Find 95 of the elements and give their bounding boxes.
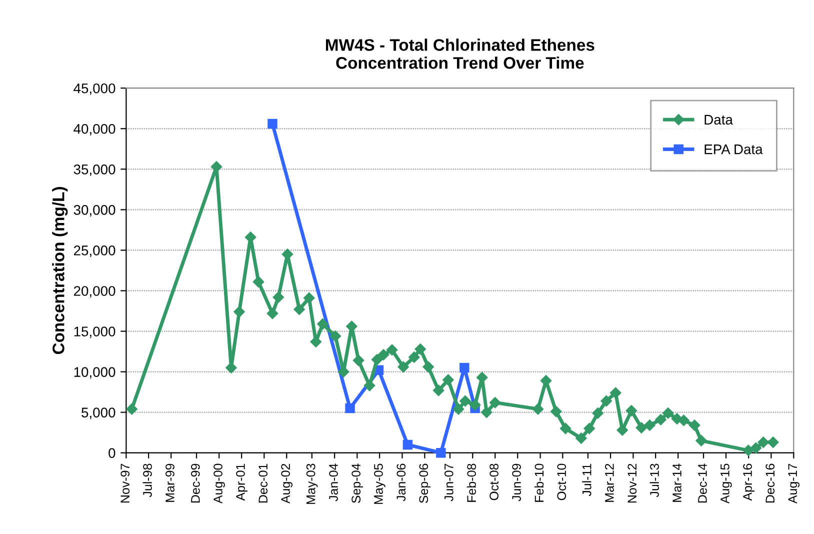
y-tick-label: 0 bbox=[108, 448, 116, 458]
point bbox=[460, 362, 470, 373]
point bbox=[330, 330, 342, 342]
point bbox=[576, 432, 587, 444]
point bbox=[560, 422, 572, 434]
point bbox=[432, 384, 444, 396]
x-tick-label: Aug-15 bbox=[720, 464, 732, 504]
x-tick-label: Sep-06 bbox=[419, 464, 431, 503]
x-tick-label: Apr-01 bbox=[236, 464, 248, 501]
point bbox=[742, 444, 754, 456]
point bbox=[768, 436, 779, 448]
point bbox=[386, 344, 398, 356]
x-tick-label: Sep-04 bbox=[352, 464, 363, 503]
x-tick-label: Aug-02 bbox=[281, 464, 292, 504]
point bbox=[750, 442, 762, 454]
point bbox=[436, 448, 446, 458]
x-tick-label: Jul-98 bbox=[142, 464, 152, 498]
x-tick-label: Jul-11 bbox=[582, 464, 592, 496]
y-tick-label: 25,000 bbox=[74, 246, 116, 258]
point bbox=[398, 361, 409, 373]
x-tick-label: Nov-97 bbox=[120, 464, 130, 503]
point bbox=[662, 408, 674, 419]
x-tick-label: Jul-13 bbox=[650, 464, 659, 498]
point bbox=[294, 304, 305, 315]
y-tick-label: 20,000 bbox=[74, 286, 116, 298]
x-tick-label: Jan-06 bbox=[396, 464, 406, 502]
x-tick-label: Oct-08 bbox=[490, 464, 498, 500]
y-axis-title: Concentration (mg/L) bbox=[52, 187, 68, 354]
point bbox=[226, 362, 237, 374]
y-tick-label: 15,000 bbox=[74, 326, 116, 338]
y-tick-label: 10,000 bbox=[74, 367, 116, 379]
x-tick-label: Aug-17 bbox=[788, 464, 800, 504]
x-tick-label: Jan-04 bbox=[329, 464, 338, 502]
y-tick-label: 30,000 bbox=[74, 205, 116, 216]
y-tick-label: 40,000 bbox=[74, 124, 116, 136]
point bbox=[352, 354, 364, 366]
point bbox=[317, 318, 328, 330]
x-tick-label: Feb-08 bbox=[466, 464, 476, 502]
x-tick-label: Jun-09 bbox=[512, 464, 521, 502]
point bbox=[490, 396, 501, 408]
point bbox=[469, 399, 481, 411]
point bbox=[408, 352, 420, 363]
point bbox=[268, 118, 278, 129]
point bbox=[422, 361, 434, 373]
point bbox=[481, 406, 492, 418]
y-tick-label: 5,000 bbox=[82, 408, 116, 420]
point bbox=[592, 408, 604, 419]
point bbox=[696, 435, 707, 446]
x-tick-label: Dec-16 bbox=[766, 464, 775, 503]
x-tick-label: Feb-10 bbox=[534, 464, 544, 502]
point bbox=[252, 276, 264, 288]
y-tick-label: 45,000 bbox=[74, 83, 116, 95]
x-tick-label: Mar-12 bbox=[605, 464, 614, 502]
point bbox=[584, 422, 595, 434]
x-tick-label: Aug-00 bbox=[214, 464, 225, 504]
point bbox=[304, 292, 315, 304]
point bbox=[532, 403, 544, 415]
point bbox=[452, 403, 464, 415]
point bbox=[402, 440, 413, 450]
point bbox=[126, 403, 138, 415]
x-tick-label: May-03 bbox=[306, 464, 318, 504]
point bbox=[688, 420, 700, 431]
x-tick-label: May-05 bbox=[374, 464, 386, 504]
legend-label: EPA Data bbox=[704, 144, 763, 154]
point bbox=[442, 374, 454, 386]
point bbox=[610, 387, 622, 398]
point bbox=[636, 422, 648, 434]
point bbox=[758, 436, 769, 448]
y-tick-label: 35,000 bbox=[74, 164, 116, 176]
point bbox=[378, 349, 390, 360]
point bbox=[414, 343, 426, 355]
point bbox=[272, 292, 284, 303]
point bbox=[364, 380, 376, 392]
x-tick-label: Dec-14 bbox=[698, 464, 707, 503]
x-tick-label: Mar-14 bbox=[672, 464, 682, 502]
point bbox=[371, 354, 383, 366]
point bbox=[460, 395, 471, 407]
x-tick-label: Dec-01 bbox=[258, 464, 268, 503]
x-tick-label: Jun-07 bbox=[444, 464, 454, 502]
legend-label: Data bbox=[704, 114, 733, 125]
point bbox=[655, 414, 666, 426]
point bbox=[644, 420, 656, 431]
chart-title: MW4S - Total Chlorinated Ethenes Concentration Trend Over Time bbox=[326, 38, 594, 69]
point bbox=[345, 403, 355, 414]
point bbox=[678, 414, 690, 426]
x-tick-label: Apr-16 bbox=[743, 464, 754, 501]
x-tick-label: Dec-99 bbox=[191, 464, 200, 503]
x-tick-label: Oct-10 bbox=[557, 464, 566, 500]
point bbox=[626, 405, 638, 416]
x-tick-label: Nov-12 bbox=[628, 464, 637, 503]
point bbox=[234, 306, 245, 318]
point bbox=[550, 406, 562, 418]
point bbox=[600, 395, 612, 407]
point bbox=[266, 308, 278, 320]
x-tick-label: Mar-99 bbox=[166, 464, 174, 502]
